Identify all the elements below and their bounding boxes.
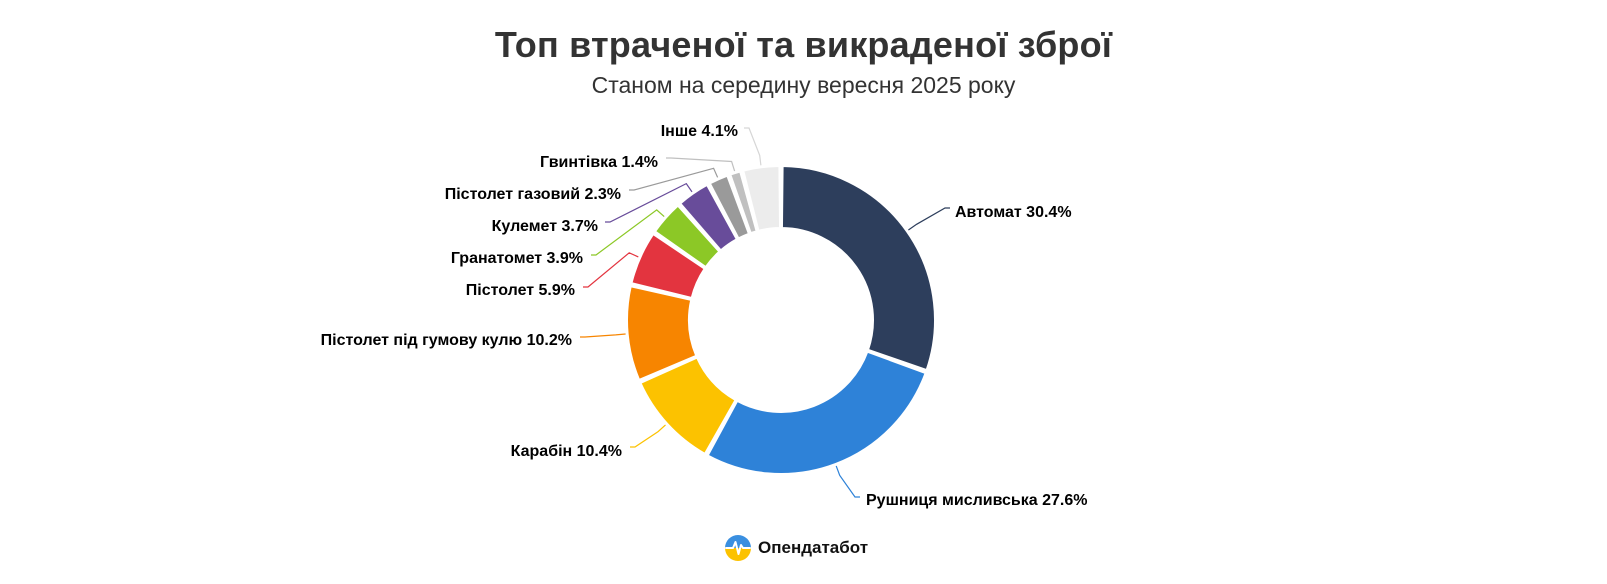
leader-line-рушниця-мисливська [835, 465, 860, 498]
leader-line-інше [744, 127, 762, 166]
leaders-layer [580, 127, 950, 498]
slice-карабін [639, 356, 737, 455]
opendatabot-logo-icon [725, 535, 751, 561]
chart-subtitle: Станом на середину вересня 2025 року [591, 72, 1016, 98]
slice-гвинтівка [729, 170, 758, 235]
label-пістолет-газовий: Пістолет газовий 2.3% [445, 186, 621, 203]
label-гранатомет: Гранатомет 3.9% [451, 250, 583, 267]
leader-line-пістолет-під-гумову-кулю [580, 333, 626, 338]
leader-line-пістолет [583, 252, 639, 288]
slice-гранатомет [654, 204, 721, 269]
chart-title: Топ втраченої та викраденої зброї [494, 24, 1113, 65]
slice-пістолет [630, 233, 706, 299]
brand: Опендатабот [724, 534, 868, 562]
slices-layer [626, 165, 936, 475]
slice-пістолет-під-гумову-кулю [626, 285, 698, 381]
slice-автомат [780, 165, 936, 372]
leader-line-гранатомет [591, 209, 665, 256]
labels-layer: Автомат 30.4% Рушниця мисливська 27.6% Кар… [321, 123, 1088, 509]
label-кулемет: Кулемет 3.7% [492, 218, 598, 235]
slice-пістолет-газовий [708, 174, 750, 240]
label-рушниця-мисливська: Рушниця мисливська 27.6% [866, 492, 1087, 509]
leader-line-карабін [630, 424, 666, 448]
leader-line-гвинтівка [666, 157, 736, 172]
slice-інше [742, 165, 782, 232]
leader-line-пістолет-газовий [629, 167, 719, 191]
brand-name: Опендатабот [758, 538, 869, 557]
label-карабін: Карабін 10.4% [511, 443, 622, 460]
leader-line-кулемет [605, 182, 693, 223]
slice-кулемет [679, 183, 738, 252]
label-пістолет: Пістолет 5.9% [466, 282, 575, 299]
label-автомат: Автомат 30.4% [955, 204, 1072, 221]
label-інше: Інше 4.1% [661, 123, 738, 140]
slice-рушниця-мисливська [706, 350, 927, 475]
label-гвинтівка: Гвинтівка 1.4% [540, 154, 658, 171]
label-пістолет-під-гумову-кулю: Пістолет під гумову кулю 10.2% [321, 332, 572, 349]
leader-line-автомат [908, 207, 950, 231]
